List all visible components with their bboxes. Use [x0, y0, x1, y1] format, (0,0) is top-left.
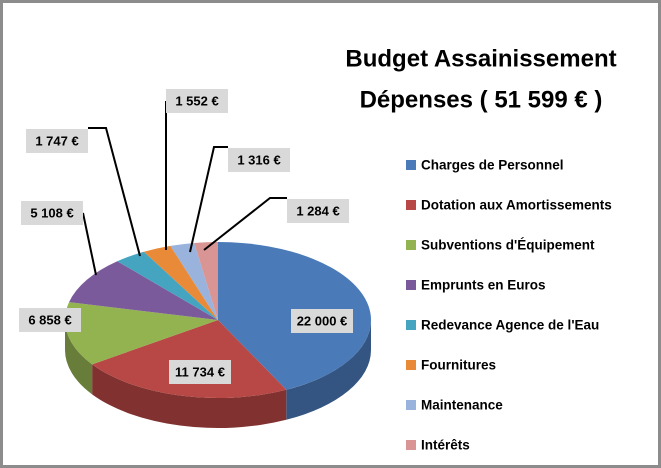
legend-label: Subventions d'Équipement	[421, 238, 595, 253]
label-box	[228, 148, 290, 172]
data-label: 1 316 €	[237, 152, 280, 167]
data-label: 1 552 €	[175, 93, 218, 108]
slice	[69, 261, 218, 320]
legend-swatch	[406, 240, 416, 250]
label-box	[169, 360, 231, 384]
legend-swatch	[406, 280, 416, 290]
slice	[194, 242, 218, 320]
data-label: 22 000 €	[297, 313, 348, 328]
legend-label: Redevance Agence de l'Eau	[421, 318, 599, 333]
slice	[117, 251, 218, 320]
label-box	[26, 129, 88, 153]
data-label: 6 858 €	[28, 312, 71, 327]
label-box	[19, 308, 81, 332]
legend-label: Fournitures	[421, 358, 496, 373]
chart-subtitle: Dépenses ( 51 599 € )	[360, 86, 603, 113]
legend-swatch	[406, 400, 416, 410]
label-box	[166, 89, 228, 113]
slice	[143, 245, 218, 320]
data-label: 1 747 €	[35, 133, 78, 148]
slice	[92, 320, 287, 399]
slice	[65, 302, 219, 365]
label-box	[287, 199, 349, 223]
slice	[170, 242, 218, 320]
leader-line	[189, 146, 228, 253]
leader-line	[203, 197, 287, 251]
leader-line	[88, 127, 141, 257]
leader-line	[82, 212, 97, 276]
label-box	[21, 201, 83, 225]
legend-swatch	[406, 160, 416, 170]
legend-label: Charges de Personnel	[421, 158, 564, 173]
chart-title: Budget Assainissement	[345, 45, 616, 72]
legend-swatch	[406, 360, 416, 370]
data-label: 1 284 €	[296, 203, 339, 218]
legend-swatch	[406, 440, 416, 450]
legend-label: Maintenance	[421, 398, 503, 413]
data-label: 5 108 €	[30, 205, 73, 220]
legend-label: Intérêts	[421, 438, 470, 453]
legend-swatch	[406, 320, 416, 330]
slice-side	[286, 320, 371, 420]
legend-label: Dotation aux Amortissements	[421, 198, 612, 213]
data-label: 11 734 €	[175, 364, 225, 379]
label-box	[291, 309, 353, 333]
slice-side	[92, 364, 287, 429]
slice-side	[65, 320, 93, 395]
legend-swatch	[406, 200, 416, 210]
legend-label: Emprunts en Euros	[421, 278, 546, 293]
